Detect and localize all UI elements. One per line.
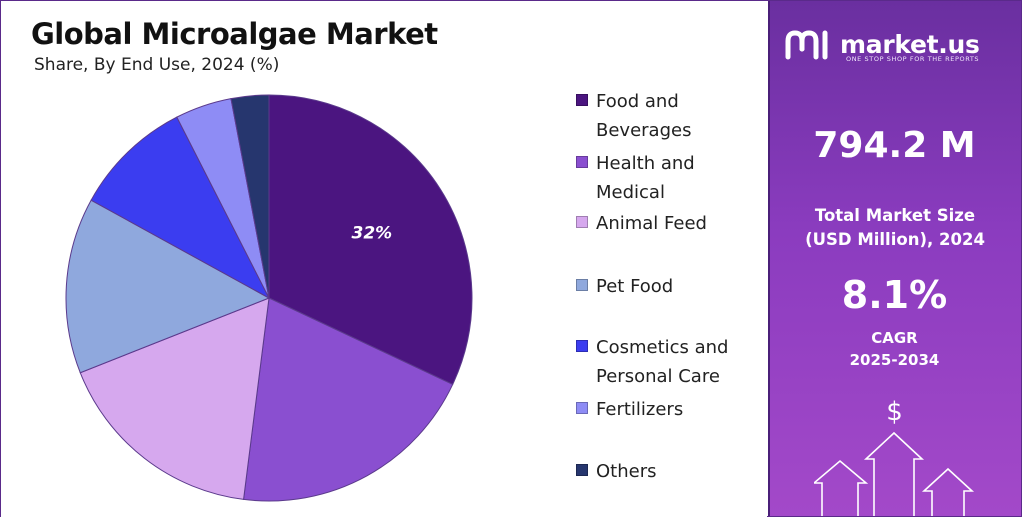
market-us-logo-icon [785, 30, 828, 60]
cagr-period: 2025-2034 [849, 351, 940, 369]
pie-slice-animal-feed [79, 297, 270, 500]
legend-item-pet-food: Pet Food [576, 272, 756, 301]
legend-item-food-and-beverages: Food and Beverages [576, 87, 756, 145]
legend-label: Cosmetics and Personal Care [596, 337, 729, 387]
pie-slice-food-and-beverages [268, 94, 473, 386]
legend-label: Pet Food [596, 276, 674, 297]
dollar-sign-icon: $ [886, 397, 903, 427]
legend-swatch [576, 94, 588, 106]
brand-logo: market.us [784, 27, 980, 61]
legend-label: Food and Beverages [596, 91, 692, 141]
brand-tagline: ONE STOP SHOP FOR THE REPORTS [846, 55, 980, 63]
legend-swatch [576, 402, 588, 414]
chart-title: Global Microalgae Market [31, 17, 438, 51]
pie-slice-health-and-medical [242, 297, 454, 502]
pie-chart: 32% [65, 94, 473, 502]
legend-label: Others [596, 461, 657, 482]
legend-label: Health and Medical [596, 153, 695, 203]
market-size-label: Total Market Size (USD Million), 2024 [805, 206, 985, 249]
legend-label: Animal Feed [596, 213, 707, 234]
legend-item-health-and-medical: Health and Medical [576, 149, 756, 207]
market-size-value: 794.2 M [813, 125, 976, 166]
legend-swatch [576, 279, 588, 291]
pie-slice-pet-food [65, 199, 271, 374]
chart-panel: Global Microalgae Market Share, By End U… [1, 1, 767, 517]
legend-swatch [576, 464, 588, 476]
legend-item-cosmetics-and-personal-care: Cosmetics and Personal Care [576, 333, 756, 391]
growth-arrows-icon [814, 431, 975, 516]
panel-divider [768, 1, 770, 516]
pie-slice-others [230, 94, 270, 299]
cagr-label: CAGR [871, 329, 918, 347]
legend-swatch [576, 156, 588, 168]
legend-label: Fertilizers [596, 399, 684, 420]
cagr-value: 8.1% [841, 273, 948, 317]
brand-name: market.us [840, 29, 980, 59]
legend-item-others: Others [576, 457, 756, 486]
legend-swatch [576, 216, 588, 228]
legend-item-fertilizers: Fertilizers [576, 395, 756, 424]
chart-subtitle: Share, By End Use, 2024 (%) [34, 55, 280, 75]
stats-panel: market.us ONE STOP SHOP FOR THE REPORTS … [768, 1, 1021, 516]
pie-data-label: 32% [351, 224, 392, 244]
pie-slice-cosmetics-and-personal-care [90, 116, 271, 300]
legend-item-animal-feed: Animal Feed [576, 209, 756, 238]
legend-swatch [576, 340, 588, 352]
